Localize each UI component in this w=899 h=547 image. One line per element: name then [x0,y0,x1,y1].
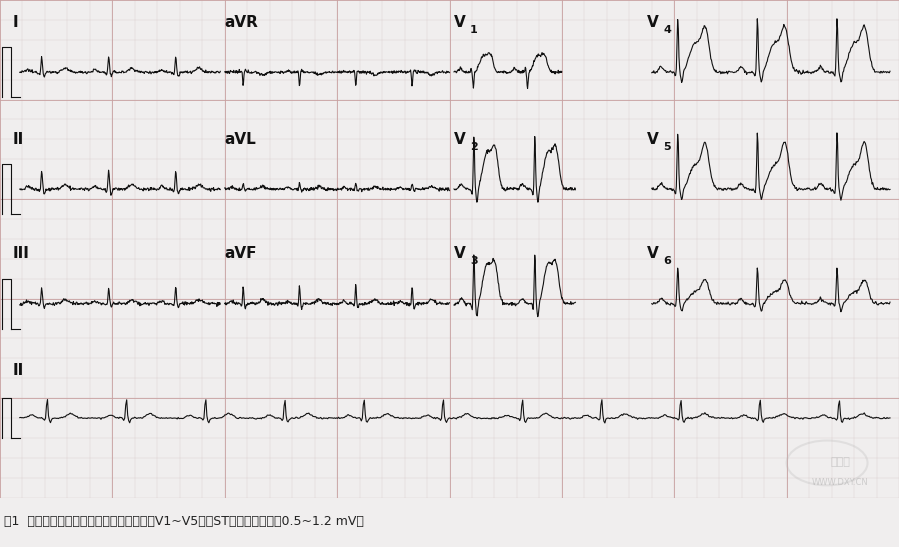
Text: 图1  患者经皮冠状动脉介入治疗前心电图（V1~V5导联ST段弓背向上抬高0.5~1.2 mV）: 图1 患者经皮冠状动脉介入治疗前心电图（V1~V5导联ST段弓背向上抬高0.5~… [4,515,364,528]
Text: aVL: aVL [225,132,256,147]
Text: 6: 6 [663,257,672,266]
Text: 丁香园: 丁香园 [831,457,850,468]
Text: aVR: aVR [225,15,259,30]
Text: V: V [454,246,466,261]
Text: V: V [647,246,659,261]
Text: V: V [454,132,466,147]
Text: 2: 2 [470,142,478,152]
Text: WWW.DXY.CN: WWW.DXY.CN [812,478,869,487]
Text: 5: 5 [663,142,671,152]
Text: 4: 4 [663,25,672,35]
Text: 3: 3 [470,257,477,266]
Text: V: V [647,15,659,30]
Text: II: II [13,132,24,147]
Text: aVF: aVF [225,246,257,261]
Text: II: II [13,363,24,379]
Text: V: V [454,15,466,30]
Text: V: V [647,132,659,147]
Text: 1: 1 [470,25,478,35]
Text: I: I [13,15,18,30]
Text: III: III [13,246,30,261]
